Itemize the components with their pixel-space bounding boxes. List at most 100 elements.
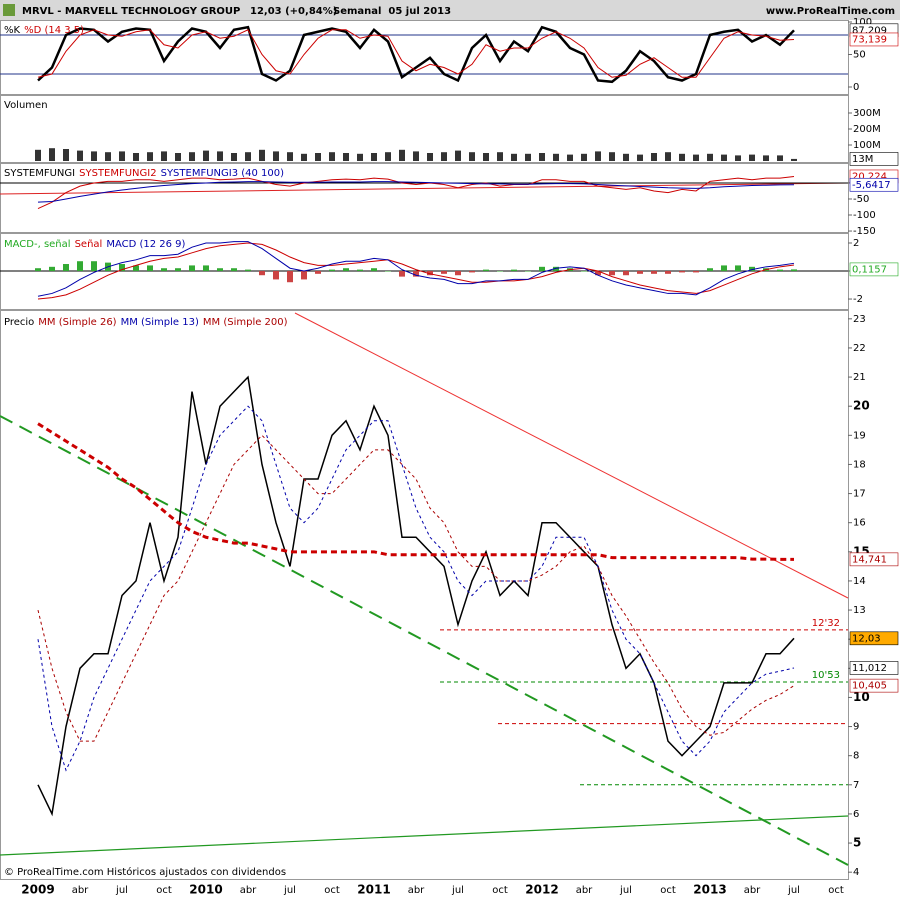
bar — [35, 149, 41, 161]
bar — [651, 153, 657, 161]
legend-entry: Señal — [75, 239, 103, 250]
bar — [455, 271, 461, 276]
bar — [91, 151, 97, 161]
panel-frames — [0, 20, 849, 880]
series-line — [37, 434, 795, 742]
bar — [77, 261, 83, 272]
bar — [581, 153, 587, 161]
bar — [791, 158, 797, 161]
x-tick-label: 2013 — [693, 883, 726, 897]
bar — [189, 265, 195, 272]
symbol: MRVL - MARVELL TECHNOLOGY GROUP — [22, 6, 240, 17]
bar — [623, 153, 629, 161]
legend-entry: SYSTEMFUNGI3 (40 100) — [161, 168, 285, 179]
bar — [525, 153, 531, 161]
bar — [595, 271, 601, 276]
panel-frame — [0, 95, 849, 163]
bar — [497, 271, 503, 272]
value-label: 13M — [852, 154, 873, 165]
bar — [427, 153, 433, 161]
bar — [371, 268, 377, 272]
x-tick-label: abr — [744, 885, 761, 896]
level-label: 12'32 — [812, 618, 840, 629]
legend-entry: %D (14 3 5) — [24, 25, 84, 36]
y-tick-label: 21 — [853, 372, 866, 383]
y-tick-label: 18 — [853, 459, 866, 470]
x-tick-label: jul — [451, 885, 464, 896]
bar — [399, 271, 405, 277]
bar — [189, 152, 195, 161]
y-tick-label: -150 — [853, 226, 876, 237]
y-tick-label: 100M — [853, 140, 881, 151]
bar — [49, 266, 55, 272]
value-label: 73,139 — [852, 34, 887, 45]
legend-entry: MM (Simple 13) — [121, 317, 199, 328]
trendline — [0, 815, 849, 856]
x-tick-label: 2009 — [21, 883, 54, 897]
bar — [343, 268, 349, 272]
x-tick-label: abr — [72, 885, 89, 896]
y-tick-label: 20 — [853, 399, 870, 413]
bar — [539, 266, 545, 272]
bar — [371, 153, 377, 161]
logo — [3, 4, 15, 16]
value-label: 0,1157 — [852, 264, 887, 275]
bar — [651, 271, 657, 274]
legend-entry: MACD (12 26 9) — [106, 239, 185, 250]
bar — [567, 154, 573, 161]
bar — [287, 152, 293, 161]
series-line — [37, 375, 795, 817]
value-box — [849, 631, 899, 646]
x-tick-label: abr — [240, 885, 257, 896]
bar — [259, 271, 265, 276]
quote: 12,03 (+0,84%) — [250, 6, 337, 17]
bar — [273, 271, 279, 280]
x-tick-label: abr — [576, 885, 593, 896]
panel-frame — [0, 310, 849, 880]
bar — [343, 153, 349, 161]
x-tick-label: oct — [324, 885, 340, 896]
series-line — [37, 422, 795, 561]
bar — [147, 265, 153, 272]
legend-entry: MM (Simple 200) — [203, 317, 288, 328]
bar — [329, 152, 335, 161]
bar — [133, 265, 139, 272]
legend-entry: %K — [4, 25, 21, 36]
y-tick-label: -50 — [853, 194, 869, 205]
bar — [287, 271, 293, 283]
bar — [119, 264, 125, 272]
legend-entry: SYSTEMFUNGI2 — [79, 168, 156, 179]
bar — [735, 155, 741, 161]
legend-entry: SYSTEMFUNGI — [4, 168, 75, 179]
value-label: 20,224 — [852, 171, 887, 182]
legend-entry: MACD-, señal — [4, 239, 71, 250]
x-tick-label: oct — [660, 885, 676, 896]
y-tick-label: 200M — [853, 124, 881, 135]
bar — [105, 152, 111, 161]
bar — [749, 266, 755, 272]
bar — [315, 153, 321, 161]
bar — [483, 269, 489, 272]
bar — [63, 264, 69, 272]
bar — [161, 151, 167, 161]
bar — [161, 268, 167, 272]
value-label: -5,6417 — [852, 180, 891, 191]
bar — [693, 271, 699, 273]
y-tick-label: 23 — [853, 314, 866, 325]
bar — [623, 271, 629, 276]
bar — [273, 151, 279, 161]
bar — [441, 152, 447, 161]
bar — [203, 265, 209, 272]
bar — [147, 152, 153, 161]
x-tick-label: oct — [492, 885, 508, 896]
bar — [609, 271, 615, 276]
bar — [301, 153, 307, 161]
bar — [77, 150, 83, 161]
bar — [497, 152, 503, 161]
value-box — [849, 177, 899, 192]
header-bar — [0, 0, 900, 20]
bar — [791, 269, 797, 272]
y-tick-label: 4 — [853, 867, 859, 878]
y-tick-label: 5 — [853, 836, 861, 850]
